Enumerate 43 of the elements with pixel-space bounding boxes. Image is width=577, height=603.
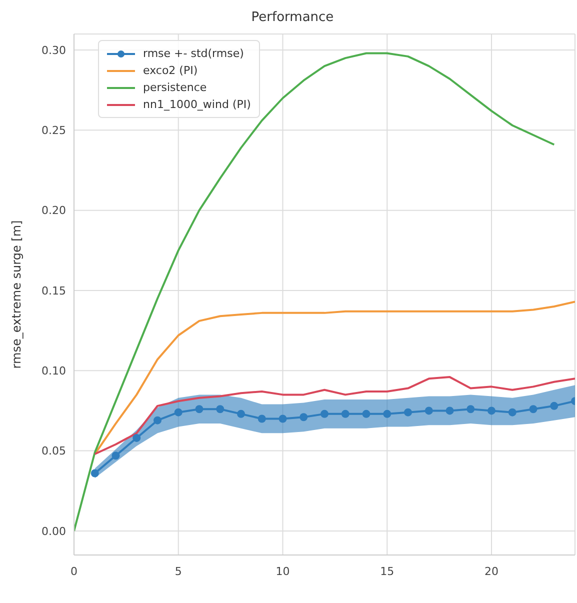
y-tick-label: 0.00 <box>42 524 66 538</box>
point <box>550 402 558 410</box>
point <box>320 410 328 418</box>
point <box>446 406 454 415</box>
line-series <box>94 376 575 456</box>
point <box>174 408 182 416</box>
x-tick-label: 20 <box>484 565 498 578</box>
point <box>362 410 370 418</box>
point <box>195 405 204 414</box>
point <box>154 416 162 424</box>
point <box>341 410 350 418</box>
legend-label: exco2 (PI) <box>143 63 198 79</box>
point <box>216 405 224 414</box>
point <box>488 406 496 415</box>
x-tick-label: 0 <box>70 565 78 578</box>
point <box>424 406 433 415</box>
legend-label: persistence <box>143 80 207 96</box>
y-tick-label: 0.10 <box>42 364 66 378</box>
point <box>508 408 516 416</box>
point <box>383 410 392 418</box>
point <box>90 469 99 478</box>
point <box>404 408 412 416</box>
y-tick-label: 0.15 <box>42 284 66 298</box>
x-tick-label: 5 <box>174 565 182 578</box>
point <box>278 414 287 423</box>
legend-label: nn1_1000_wind (PI) <box>143 97 251 113</box>
chart-title: Performance <box>250 9 335 27</box>
y-tick-label: 0.25 <box>42 124 66 138</box>
point <box>529 405 538 414</box>
legend-label: rmse +- std(rmse) <box>143 46 244 62</box>
y-axis-title: rmse_extreme surge [m] <box>9 220 24 369</box>
line-series <box>94 300 575 456</box>
y-tick-label: 0.30 <box>42 44 66 57</box>
point <box>112 452 120 460</box>
x-tick-label: 10 <box>276 565 290 578</box>
point <box>132 434 141 442</box>
x-tick-label: 15 <box>380 565 394 578</box>
y-tick-label: 0.20 <box>42 204 66 218</box>
y-tick-label: 0.05 <box>42 444 66 458</box>
point <box>258 414 266 423</box>
point <box>300 413 308 422</box>
point <box>237 410 245 418</box>
point <box>466 405 475 414</box>
